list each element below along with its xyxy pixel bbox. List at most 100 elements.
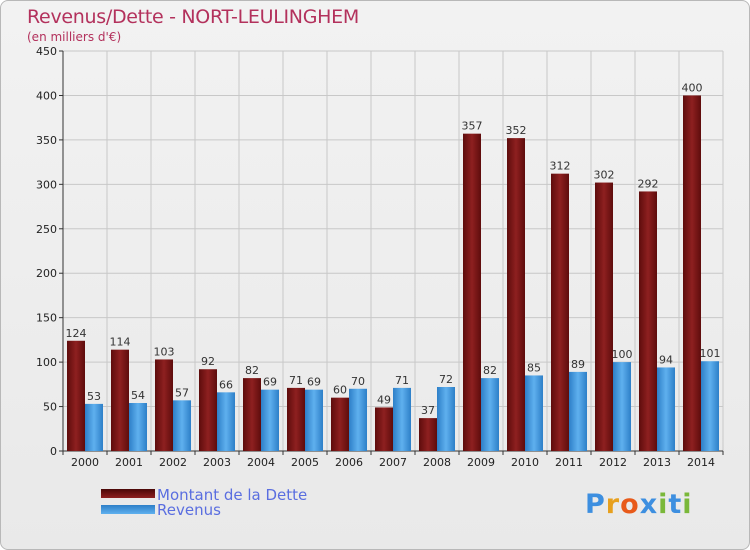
x-tick-label-2004: 2004 (247, 456, 275, 469)
bar-revenus-2001 (129, 403, 147, 451)
label-revenus-2011: 89 (571, 358, 585, 371)
label-revenus-2003: 66 (219, 378, 233, 391)
legend-swatch-dette (101, 489, 155, 498)
bar-revenus-2012 (613, 362, 631, 451)
label-dette-2001: 114 (110, 336, 131, 349)
bar-dette-2007 (375, 407, 393, 451)
bar-dette-2005 (287, 387, 305, 451)
proxiti-logo: Proxiti (585, 489, 693, 520)
x-tick-label-2013: 2013 (643, 456, 671, 469)
x-tick-label-2014: 2014 (687, 456, 715, 469)
logo-letter: o (620, 489, 640, 520)
label-dette-2002: 103 (154, 345, 175, 358)
bar-revenus-2009 (481, 378, 499, 451)
bar-revenus-2010 (525, 375, 543, 451)
x-tick-label-2012: 2012 (599, 456, 627, 469)
y-tick-label: 350 (36, 134, 57, 147)
label-dette-2000: 124 (66, 327, 87, 340)
bar-revenus-2005 (305, 389, 323, 451)
bars (67, 95, 719, 452)
x-tick-label-2009: 2009 (467, 456, 495, 469)
bar-dette-2014 (683, 95, 701, 451)
bar-dette-2008 (419, 418, 437, 451)
label-revenus-2009: 82 (483, 364, 497, 377)
chart-subtitle: (en milliers d'€) (27, 30, 122, 44)
label-dette-2009: 357 (462, 120, 483, 133)
bar-revenus-2003 (217, 392, 235, 451)
legend-label-dette: Montant de la Dette (157, 486, 308, 504)
label-revenus-2000: 53 (87, 390, 101, 403)
bar-revenus-2004 (261, 389, 279, 451)
y-tick-label: 50 (43, 401, 57, 414)
y-tick-label: 300 (36, 178, 57, 191)
bar-dette-2012 (595, 182, 613, 452)
bar-dette-2004 (243, 378, 261, 451)
x-tick-label-2001: 2001 (115, 456, 143, 469)
data-labels: 124 114 103 92 82 71 60 49 37 357 352 312 302 292 400 5… (66, 81, 721, 417)
label-revenus-2013: 94 (659, 353, 673, 366)
bar-dette-2009 (463, 133, 481, 451)
label-revenus-2010: 85 (527, 361, 541, 374)
logo-letter: i (682, 489, 693, 520)
bar-dette-2000 (67, 340, 85, 451)
bar-revenus-2006 (349, 388, 367, 451)
y-tick-label: 150 (36, 312, 57, 325)
label-revenus-2008: 72 (439, 373, 453, 386)
label-dette-2010: 352 (506, 124, 527, 137)
label-revenus-2007: 71 (395, 374, 409, 387)
x-tick-label-2003: 2003 (203, 456, 231, 469)
label-revenus-2006: 70 (351, 375, 365, 388)
logo-letter: r (605, 489, 621, 520)
bar-dette-2001 (111, 349, 129, 451)
y-tick-label: 200 (36, 267, 57, 280)
label-dette-2004: 82 (245, 364, 259, 377)
label-dette-2007: 49 (377, 393, 391, 406)
chart-title: Revenus/Dette - NORT-LEULINGHEM (27, 6, 359, 28)
x-tick-label-2000: 2000 (71, 456, 99, 469)
label-revenus-2001: 54 (131, 389, 145, 402)
bar-dette-2003 (199, 369, 217, 451)
bar-revenus-2000 (85, 403, 103, 451)
y-tick-label: 450 (36, 45, 57, 58)
y-tick-label: 0 (50, 445, 57, 458)
label-revenus-2005: 69 (307, 376, 321, 389)
label-dette-2006: 60 (333, 384, 347, 397)
label-dette-2012: 302 (594, 169, 615, 182)
bar-dette-2013 (639, 191, 657, 451)
bar-dette-2011 (551, 173, 569, 451)
legend-swatch-revenus (101, 505, 155, 514)
x-tick-label-2005: 2005 (291, 456, 319, 469)
bar-revenus-2007 (393, 387, 411, 451)
bar-revenus-2014 (701, 361, 719, 451)
label-revenus-2014: 101 (700, 347, 721, 360)
bar-revenus-2002 (173, 400, 191, 451)
y-tick-label: 250 (36, 223, 57, 236)
legend-label-revenus: Revenus (157, 501, 221, 519)
label-dette-2005: 71 (289, 374, 303, 387)
bar-dette-2006 (331, 397, 349, 451)
x-tick-label-2011: 2011 (555, 456, 583, 469)
label-dette-2014: 400 (682, 81, 703, 94)
y-tick-label: 400 (36, 89, 57, 102)
label-dette-2003: 92 (201, 355, 215, 368)
bar-revenus-2011 (569, 371, 587, 451)
logo-letter: x (639, 489, 659, 520)
logo-letter: i (658, 489, 669, 520)
label-revenus-2012: 100 (612, 348, 633, 361)
y-tick-label: 100 (36, 356, 57, 369)
label-dette-2008: 37 (421, 404, 435, 417)
bar-revenus-2008 (437, 387, 455, 451)
label-revenus-2002: 57 (175, 386, 189, 399)
x-tick-label-2006: 2006 (335, 456, 363, 469)
x-tick-label-2008: 2008 (423, 456, 451, 469)
label-dette-2011: 312 (550, 160, 571, 173)
x-tick-label-2002: 2002 (159, 456, 187, 469)
bar-dette-2002 (155, 359, 173, 451)
bar-dette-2010 (507, 138, 525, 451)
bar-revenus-2013 (657, 367, 675, 451)
label-revenus-2004: 69 (263, 376, 277, 389)
x-tick-label-2007: 2007 (379, 456, 407, 469)
label-dette-2013: 292 (638, 177, 659, 190)
